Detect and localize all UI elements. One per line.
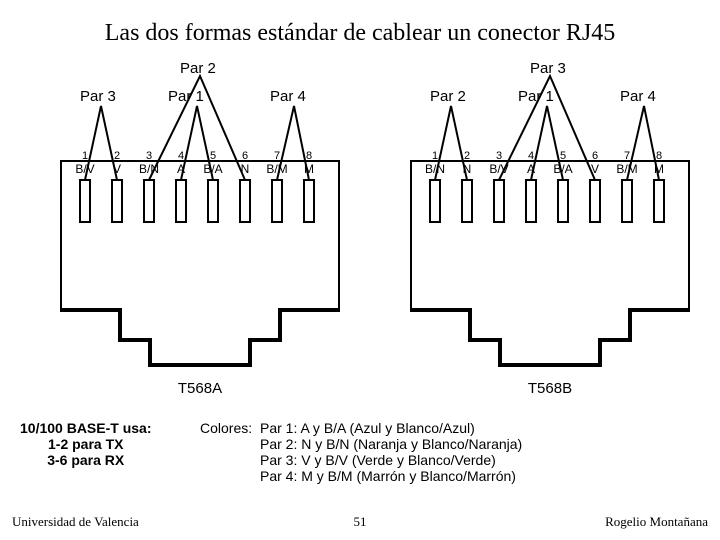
pin-num: 7 [610, 150, 644, 162]
pin-num: 7 [260, 150, 294, 162]
pin-num: 1 [418, 150, 452, 162]
pin-num: 2 [450, 150, 484, 162]
usage-title: 10/100 BASE-T usa: [20, 420, 152, 436]
footer-author: Rogelio Montañana [605, 514, 708, 530]
pin-num: 5 [196, 150, 230, 162]
pin-code: B/V [68, 162, 102, 176]
pin-num: 6 [228, 150, 262, 162]
pin-code: V [578, 162, 612, 176]
color-par2: Par 2: N y B/N (Naranja y Blanco/Naranja… [260, 436, 522, 452]
pin-num: 3 [132, 150, 166, 162]
colors-legend: Colores:Par 1: A y B/A (Azul y Blanco/Az… [200, 420, 522, 484]
pin-num: 1 [68, 150, 102, 162]
connector-outline-a [60, 160, 340, 370]
page-title: Las dos formas estándar de cablear un co… [0, 0, 720, 47]
pin-code: M [292, 162, 326, 176]
pin-code: B/N [132, 162, 166, 176]
colors-label: Colores: [200, 420, 260, 436]
pin-code: A [164, 162, 198, 176]
pin-code: B/V [482, 162, 516, 176]
pin-code: N [450, 162, 484, 176]
pin-code: B/M [260, 162, 294, 176]
pin-code: B/M [610, 162, 644, 176]
pin-num: 3 [482, 150, 516, 162]
pin-num: 2 [100, 150, 134, 162]
standard-label-a: T568A [50, 380, 350, 397]
pin-code: M [642, 162, 676, 176]
usage-line2: 3-6 para RX [20, 452, 152, 468]
pin-code: B/A [196, 162, 230, 176]
color-par3: Par 3: V y B/V (Verde y Blanco/Verde) [260, 452, 496, 468]
pin-num: 4 [514, 150, 548, 162]
pin-num: 6 [578, 150, 612, 162]
color-par1: Par 1: A y B/A (Azul y Blanco/Azul) [260, 420, 475, 436]
usage-line1: 1-2 para TX [20, 436, 152, 452]
pin-code: N [228, 162, 262, 176]
pin-num: 8 [292, 150, 326, 162]
pin-code: B/N [418, 162, 452, 176]
standard-label-b: T568B [400, 380, 700, 397]
pin-code: B/A [546, 162, 580, 176]
usage-text: 10/100 BASE-T usa: 1-2 para TX 3-6 para … [20, 420, 152, 468]
pin-num: 8 [642, 150, 676, 162]
connector-outline-b [410, 160, 690, 370]
pin-code: V [100, 162, 134, 176]
pin-num: 5 [546, 150, 580, 162]
pin-num: 4 [164, 150, 198, 162]
pin-code: A [514, 162, 548, 176]
color-par4: Par 4: M y B/M (Marrón y Blanco/Marrón) [260, 468, 516, 484]
